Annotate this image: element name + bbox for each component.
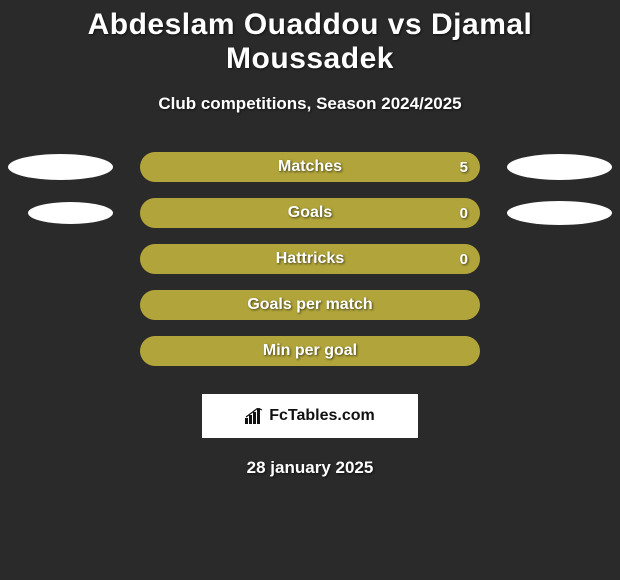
barchart-icon (245, 408, 265, 424)
page-title: Abdeslam Ouaddou vs Djamal Moussadek (0, 0, 620, 76)
stat-row: Goals per match (0, 290, 620, 336)
stat-row: Min per goal (0, 336, 620, 382)
left-indicator-ellipse (8, 154, 113, 180)
attribution-text: FcTables.com (269, 407, 375, 425)
stat-value: 0 (460, 205, 468, 222)
stat-bar: Min per goal (140, 336, 480, 366)
stat-value: 5 (460, 159, 468, 176)
attribution-box: FcTables.com (202, 394, 418, 438)
stat-value: 0 (460, 251, 468, 268)
stat-label: Min per goal (263, 342, 357, 360)
stat-bar: Hattricks 0 (140, 244, 480, 274)
stat-row: Matches 5 (0, 152, 620, 198)
subtitle: Club competitions, Season 2024/2025 (0, 94, 620, 114)
stat-row: Goals 0 (0, 198, 620, 244)
stat-row: Hattricks 0 (0, 244, 620, 290)
attribution-label: FcTables.com (245, 407, 375, 425)
date-label: 28 january 2025 (0, 458, 620, 478)
stat-label: Goals (288, 204, 332, 222)
stat-label: Matches (278, 158, 342, 176)
stat-rows: Matches 5 Goals 0 Hattricks 0 Goals per match M… (0, 152, 620, 382)
stat-bar: Goals 0 (140, 198, 480, 228)
stat-label: Hattricks (276, 250, 344, 268)
right-indicator-ellipse (507, 201, 612, 225)
stat-label: Goals per match (247, 296, 372, 314)
right-indicator-ellipse (507, 154, 612, 180)
stat-bar: Goals per match (140, 290, 480, 320)
left-indicator-ellipse (28, 202, 113, 224)
stat-bar: Matches 5 (140, 152, 480, 182)
